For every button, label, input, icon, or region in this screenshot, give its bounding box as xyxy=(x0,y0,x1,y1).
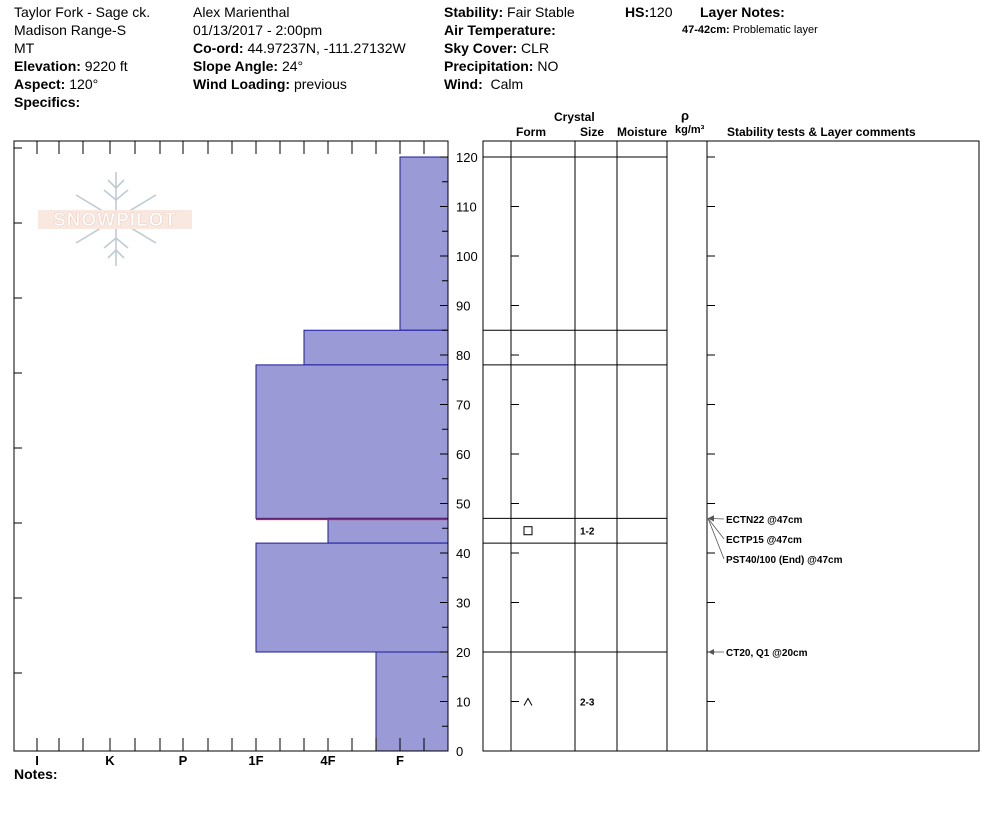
hs-label: HS: xyxy=(625,4,650,20)
stability-test-label: ECTP15 @47cm xyxy=(726,535,802,546)
size-header: Size xyxy=(580,125,605,139)
elevation-label: Elevation: xyxy=(14,58,81,74)
wind-loading-label: Wind Loading: xyxy=(193,76,291,92)
wind: Wind: Calm xyxy=(444,76,523,92)
height-axis: 0 10 20 30 40 50 60 70 80 90 100 110 120 xyxy=(440,150,478,759)
elevation: Elevation: 9220 ft xyxy=(14,58,128,74)
height-tick-label: 120 xyxy=(456,150,478,165)
layer-note-text: Problematic layer xyxy=(732,24,818,36)
stability: Stability: Fair Stable xyxy=(444,4,575,20)
profile-table xyxy=(482,140,980,752)
wind-value: Calm xyxy=(490,76,524,92)
height-tick-label: 100 xyxy=(456,249,478,264)
height-tick-label: 50 xyxy=(456,497,470,512)
wind-loading: Wind Loading: previous xyxy=(193,76,347,92)
stability-test-label: PST40/100 (End) @47cm xyxy=(726,555,843,566)
elevation-value: 9220 ft xyxy=(84,58,128,74)
hardness-layer-bar xyxy=(399,156,449,331)
profile-table-content: 1-2 2-3 ECTN22 @47cm ECTP15 @47cm PST40/100 … xyxy=(523,515,843,709)
snow-height: HS:120 xyxy=(625,4,672,20)
coord-value: 44.97237N, -111.27132W xyxy=(247,40,406,56)
notes-label: Notes: xyxy=(14,766,58,782)
height-tick-label: 60 xyxy=(456,447,470,462)
layer-note: 47-42cm: Problematic layer xyxy=(682,24,818,36)
slope-label: Slope Angle: xyxy=(193,58,279,74)
height-tick-label: 110 xyxy=(456,200,477,215)
watermark-text: SNOWPILOT xyxy=(53,210,177,231)
layer-note-range: 47-42cm: xyxy=(682,24,730,36)
hardness-layers xyxy=(255,156,449,752)
watermark-band xyxy=(38,210,192,229)
aspect-label: Aspect: xyxy=(14,76,66,92)
hardness-frame xyxy=(13,140,449,752)
height-tick-label: 10 xyxy=(456,695,470,710)
aspect-value: 120° xyxy=(69,76,99,92)
stability-value: Fair Stable xyxy=(507,4,575,20)
stability-test-label: ECTN22 @47cm xyxy=(726,515,803,526)
air-temperature: Air Temperature: xyxy=(444,22,556,38)
crystal-form-symbol xyxy=(523,697,533,706)
stability-label: Stability: xyxy=(444,4,504,20)
sky-value: CLR xyxy=(521,40,550,56)
precip-value: NO xyxy=(537,58,559,74)
hardness-layer-bar xyxy=(375,651,449,752)
hardness-tick-label: P xyxy=(179,753,188,768)
stability-test-arrow xyxy=(708,649,714,655)
aspect: Aspect: 120° xyxy=(14,76,98,92)
location-line2: Madison Range-S xyxy=(14,22,127,38)
crystal-size: 1-2 xyxy=(580,527,595,538)
table-frame xyxy=(482,140,980,752)
coord-label: Co-ord: xyxy=(193,40,244,56)
hardness-layer-bar xyxy=(327,517,449,544)
observer: Alex Marienthal xyxy=(193,4,290,20)
hardness-tick-label: 4F xyxy=(320,753,335,768)
stability-test-leader xyxy=(707,518,725,540)
hardness-tick-label: K xyxy=(105,753,115,768)
hardness-layer-bar xyxy=(303,329,449,366)
wind-loading-value: previous xyxy=(293,76,347,92)
location-line3: MT xyxy=(14,40,35,56)
stability-test-label: CT20, Q1 @20cm xyxy=(726,648,808,659)
height-tick-label: 0 xyxy=(456,744,463,759)
crystal-size: 2-3 xyxy=(580,698,595,709)
datetime: 01/13/2017 - 2:00pm xyxy=(193,22,323,38)
form-header: Form xyxy=(516,125,546,139)
hardness-tick-label: F xyxy=(396,753,404,768)
hardness-layer-bar xyxy=(255,542,449,653)
coordinates: Co-ord: 44.97237N, -111.27132W xyxy=(193,40,406,56)
moisture-header: Moisture xyxy=(617,125,668,139)
specifics-label: Specifics: xyxy=(14,94,81,110)
air-temp-label: Air Temperature: xyxy=(444,22,556,38)
slope-angle: Slope Angle: 24° xyxy=(193,58,303,74)
snowpilot-watermark: SNOWPILOT xyxy=(38,172,192,266)
hardness-layer-bar xyxy=(255,364,449,519)
wind-label: Wind: xyxy=(444,76,483,92)
hardness-tick-label: 1F xyxy=(248,753,263,768)
hs-value: 120 xyxy=(649,4,673,20)
slope-value: 24° xyxy=(281,58,304,74)
density-unit: kg/m³ xyxy=(675,124,705,136)
height-tick-label: 40 xyxy=(456,546,470,561)
comments-header: Stability tests & Layer comments xyxy=(727,125,916,139)
stability-test-leader xyxy=(707,518,725,560)
height-tick-label: 70 xyxy=(456,398,470,413)
height-tick-label: 20 xyxy=(456,645,470,660)
precipitation: Precipitation: NO xyxy=(444,58,558,74)
layer-notes-label: Layer Notes: xyxy=(700,4,785,20)
precip-label: Precipitation: xyxy=(444,58,534,74)
sky-cover: Sky Cover: CLR xyxy=(444,40,549,56)
sky-label: Sky Cover: xyxy=(444,40,518,56)
height-tick-label: 30 xyxy=(456,596,470,611)
height-tick-label: 90 xyxy=(456,299,470,314)
hardness-tick-label: I xyxy=(35,753,39,768)
crystal-form-symbol xyxy=(523,526,533,536)
stability-test-arrow xyxy=(708,515,714,522)
hardness-axis: I K P 1F 4F F xyxy=(13,141,449,768)
location-line1: Taylor Fork - Sage ck. xyxy=(14,4,151,20)
density-rho: ρ xyxy=(681,108,690,123)
crystal-header: Crystal xyxy=(554,110,595,124)
height-tick-label: 80 xyxy=(456,348,470,363)
